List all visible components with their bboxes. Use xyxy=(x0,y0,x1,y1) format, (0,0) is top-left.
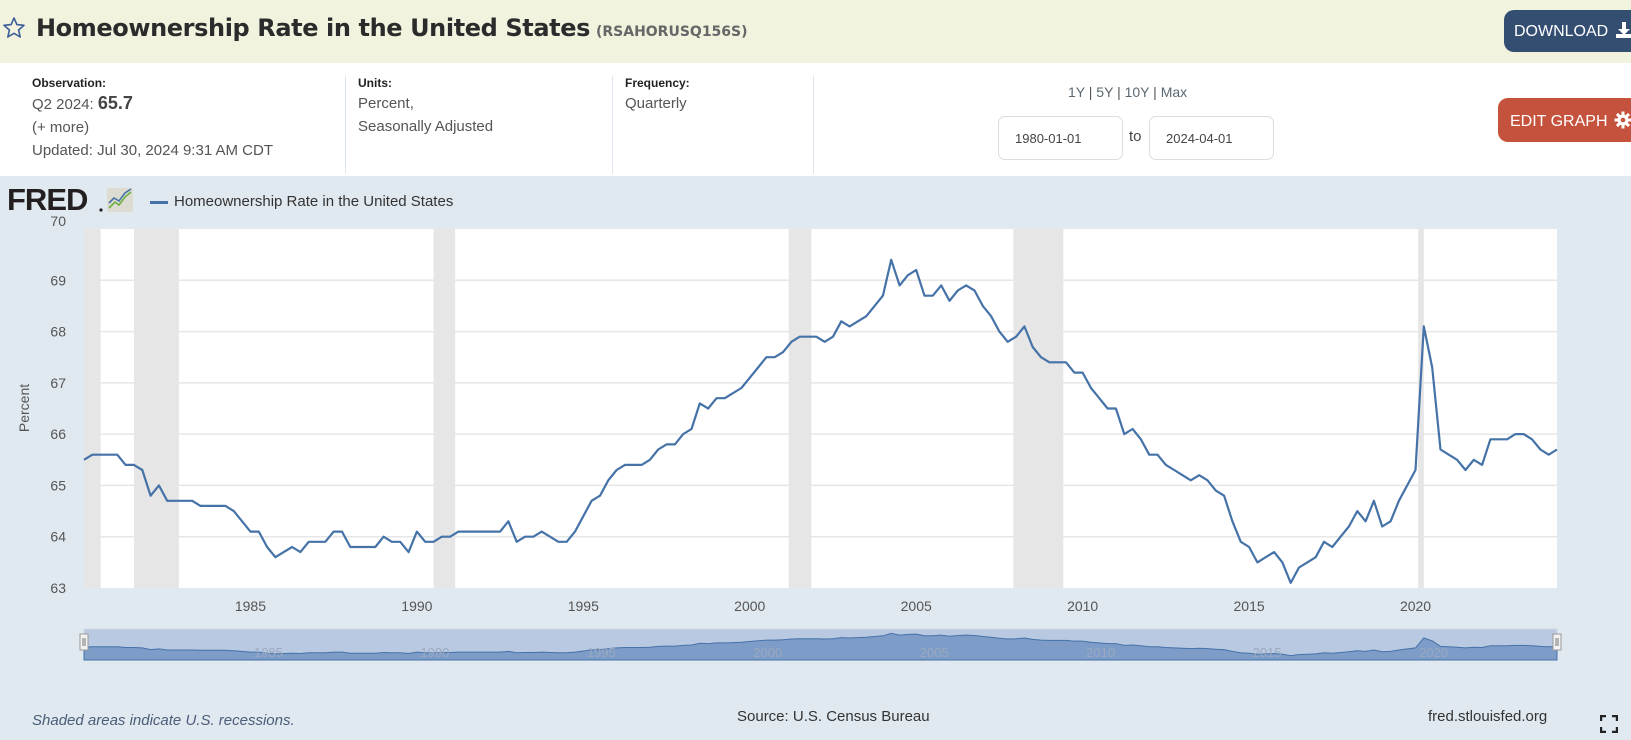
fred-logo: FRED xyxy=(7,182,137,218)
observation-period: Q2 2024: xyxy=(32,96,94,113)
x-tick-label: 1990 xyxy=(401,598,432,614)
recession-band xyxy=(84,229,101,588)
legend-label: Homeownership Rate in the United States xyxy=(174,193,454,210)
recession-band xyxy=(133,229,179,588)
navigator-tick-label: 1995 xyxy=(587,645,616,660)
end-date-input[interactable]: 2024-04-01 xyxy=(1149,116,1274,160)
y-tick-label: 66 xyxy=(50,426,66,442)
range-max[interactable]: Max xyxy=(1160,84,1188,100)
start-date-input[interactable]: 1980-01-01 xyxy=(998,116,1123,160)
range-1y[interactable]: 1Y xyxy=(1068,84,1085,100)
y-tick-label: 65 xyxy=(50,477,66,493)
fred-logo-text: FRED xyxy=(7,184,88,214)
recession-band xyxy=(433,229,456,588)
y-tick-label: 70 xyxy=(50,213,66,229)
x-tick-label: 1995 xyxy=(568,598,599,614)
y-axis-label: Percent xyxy=(16,384,32,432)
x-tick-label: 2005 xyxy=(901,598,932,614)
observation-label: Observation: xyxy=(32,76,107,90)
page-header: Homeownership Rate in the United States (… xyxy=(0,0,1631,63)
recession-note: Shaded areas indicate U.S. recessions. xyxy=(32,712,295,729)
site-link[interactable]: fred.stlouisfed.org xyxy=(1428,708,1548,725)
fullscreen-icon[interactable] xyxy=(1600,715,1618,733)
recession-band xyxy=(1418,229,1424,588)
navigator-series-area xyxy=(83,632,1558,661)
more-link[interactable]: (+ more) xyxy=(32,119,90,136)
range-separator: | xyxy=(1088,84,1093,100)
edit-graph-button[interactable]: EDIT GRAPH xyxy=(1498,98,1631,142)
download-label: DOWNLOAD xyxy=(1514,23,1609,40)
x-tick-label: 1985 xyxy=(235,598,266,614)
observation-section: Observation: Q2 2024: 65.7 (+ more) Upda… xyxy=(32,76,273,176)
navigator-tick-label: 2000 xyxy=(753,645,782,660)
updated-value: Jul 30, 2024 9:31 AM CDT xyxy=(97,142,273,159)
source-text: Source: U.S. Census Bureau xyxy=(737,708,930,725)
x-tick-label: 2020 xyxy=(1400,598,1431,614)
units-line1: Percent, xyxy=(358,95,414,112)
navigator-tick-label: 2020 xyxy=(1419,645,1448,660)
range-links: 1Y | 5Y | 10Y | Max xyxy=(1068,84,1187,100)
range-5y[interactable]: 5Y xyxy=(1096,84,1114,100)
recession-band xyxy=(1013,229,1064,588)
navigator-right-handle[interactable] xyxy=(1552,633,1562,651)
chart-legend: Homeownership Rate in the United States xyxy=(150,193,453,210)
divider xyxy=(813,76,814,174)
x-tick-label: 2015 xyxy=(1234,598,1265,614)
range-separator: | xyxy=(1117,84,1121,100)
units-line2: Seasonally Adjusted xyxy=(358,118,494,135)
range-10y[interactable]: 10Y xyxy=(1124,84,1150,100)
navigator-tick-label: 2010 xyxy=(1086,645,1115,660)
download-icon xyxy=(1615,22,1631,38)
download-button[interactable]: DOWNLOAD xyxy=(1504,10,1631,52)
updated-label: Updated: xyxy=(32,142,93,159)
series-title: Homeownership Rate in the United States xyxy=(36,14,590,42)
recession-band xyxy=(788,229,812,588)
range-separator: | xyxy=(1153,84,1157,100)
series-line xyxy=(83,258,1558,584)
legend-swatch xyxy=(150,200,168,204)
units-label: Units: xyxy=(358,76,392,90)
to-label: to xyxy=(1129,128,1142,145)
frequency-section: Frequency: Quarterly xyxy=(612,76,690,174)
star-outline-icon[interactable] xyxy=(2,16,26,40)
y-tick-label: 63 xyxy=(50,580,66,596)
gear-icon xyxy=(1614,111,1631,129)
frequency-label: Frequency: xyxy=(625,76,690,90)
observation-value: 65.7 xyxy=(97,93,133,113)
y-tick-label: 68 xyxy=(50,324,66,340)
line-chart: 63 64 65 66 67 68 69 70 1985 1990 1995 2000 2005 201… xyxy=(16,213,1562,661)
plot-area xyxy=(84,229,1557,588)
frequency-value: Quarterly xyxy=(625,95,687,112)
chart-container: FRED Homeownership Rate in the United St… xyxy=(0,176,1631,740)
series-info-panel: Observation: Q2 2024: 65.7 (+ more) Upda… xyxy=(0,63,1631,176)
x-tick-label: 2000 xyxy=(734,598,765,614)
navigator-tick-label: 1985 xyxy=(254,645,283,660)
x-tick-label: 2010 xyxy=(1067,598,1098,614)
navigator-tick-label: 1990 xyxy=(420,645,449,660)
units-section: Units: Percent, Seasonally Adjusted xyxy=(345,76,493,174)
y-tick-label: 67 xyxy=(50,375,66,391)
edit-graph-label: EDIT GRAPH xyxy=(1510,113,1608,130)
series-id: (RSAHORUSQ156S) xyxy=(595,24,748,40)
y-tick-label: 69 xyxy=(50,272,66,288)
page-title: Homeownership Rate in the United States (… xyxy=(36,14,748,42)
y-tick-label: 64 xyxy=(50,529,66,545)
navigator-tick-label: 2015 xyxy=(1253,645,1282,660)
navigator-left-handle[interactable] xyxy=(79,633,89,651)
navigator-tick-label: 2005 xyxy=(920,645,949,660)
